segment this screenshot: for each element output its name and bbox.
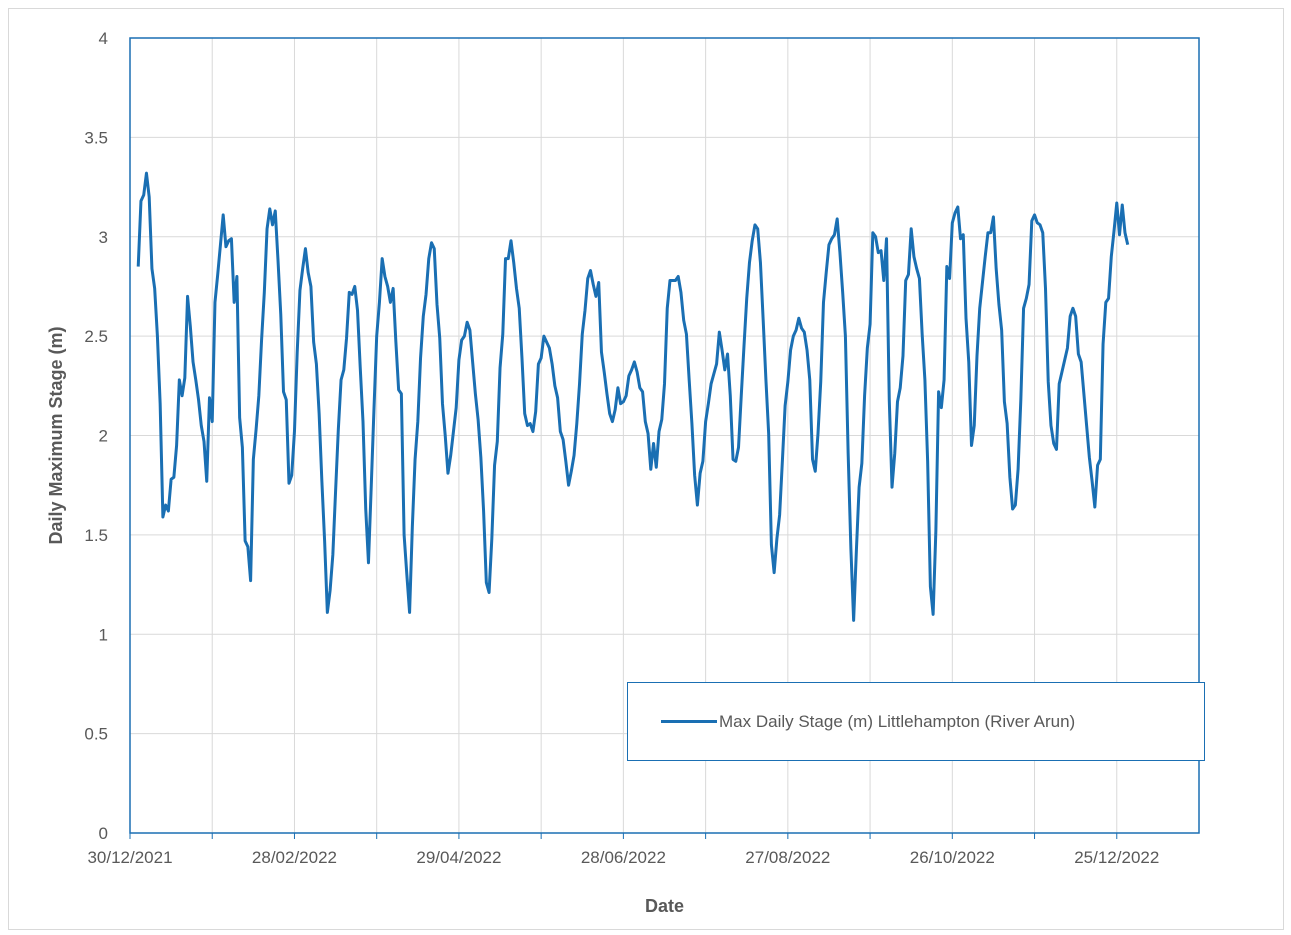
y-tick-label: 4 [99,29,108,48]
series-line-max-daily-stage [136,171,1130,622]
x-axis-tick-marks [129,833,1118,839]
y-tick-label: 2 [99,427,108,446]
legend-line-swatch [661,720,717,723]
x-tick-label: 28/06/2022 [581,848,666,867]
y-tick-label: 0 [99,824,108,843]
x-tick-label: 27/08/2022 [745,848,830,867]
x-tick-label: 26/10/2022 [910,848,995,867]
y-tick-label: 0.5 [84,725,108,744]
y-axis-title: Daily Maximum Stage (m) [46,326,66,544]
y-tick-label: 3.5 [84,128,108,147]
chart-area [8,8,1284,930]
x-axis-title: Date [645,896,684,916]
x-axis-tick-labels: 30/12/2021 28/02/2022 29/04/2022 28/06/2022… [87,848,1159,867]
x-tick-label: 30/12/2021 [87,848,172,867]
y-axis-tick-labels: 0 0.5 1 1.5 2 2.5 3 3.5 4 [84,29,108,843]
x-tick-label: 28/02/2022 [252,848,337,867]
y-tick-label: 1.5 [84,526,108,545]
x-tick-label: 25/12/2022 [1074,848,1159,867]
y-tick-label: 1 [99,625,108,644]
y-tick-label: 3 [99,228,108,247]
plot-area-border [129,37,1200,834]
y-tick-label: 2.5 [84,327,108,346]
legend: Max Daily Stage (m) Littlehampton (River… [627,682,1205,761]
legend-entry-label: Max Daily Stage (m) Littlehampton (River… [719,711,1076,731]
x-tick-label: 29/04/2022 [416,848,501,867]
